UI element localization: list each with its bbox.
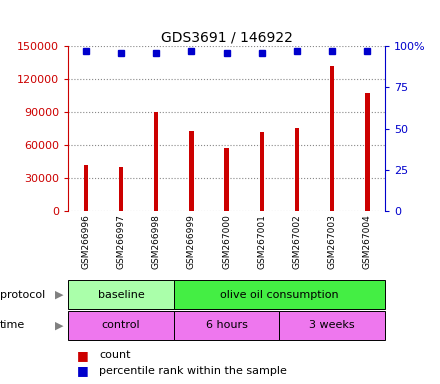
Text: 3 weeks: 3 weeks — [309, 320, 355, 331]
Text: percentile rank within the sample: percentile rank within the sample — [99, 366, 287, 376]
Text: GSM267000: GSM267000 — [222, 215, 231, 270]
Bar — [84, 165, 88, 211]
Bar — [174, 311, 279, 340]
Text: GSM267003: GSM267003 — [328, 215, 337, 270]
Text: baseline: baseline — [98, 290, 144, 300]
Text: olive oil consumption: olive oil consumption — [220, 290, 339, 300]
Text: ■: ■ — [77, 349, 89, 362]
Text: GSM266997: GSM266997 — [117, 215, 125, 270]
Bar — [224, 149, 229, 211]
Bar — [174, 280, 385, 309]
Title: GDS3691 / 146922: GDS3691 / 146922 — [161, 31, 293, 45]
Text: GSM267002: GSM267002 — [293, 215, 301, 269]
Text: GSM266999: GSM266999 — [187, 215, 196, 270]
Text: ■: ■ — [77, 364, 89, 377]
Bar — [330, 66, 334, 211]
Bar — [119, 167, 123, 211]
Bar — [154, 112, 158, 211]
Text: GSM266996: GSM266996 — [81, 215, 90, 270]
Text: 6 hours: 6 hours — [205, 320, 248, 331]
Text: control: control — [102, 320, 140, 331]
Bar — [68, 311, 174, 340]
Text: GSM267004: GSM267004 — [363, 215, 372, 269]
Bar — [68, 280, 174, 309]
Bar — [365, 93, 370, 211]
Text: ▶: ▶ — [55, 290, 64, 300]
Bar — [295, 127, 299, 211]
Bar — [189, 131, 194, 211]
Bar — [279, 311, 385, 340]
Text: count: count — [99, 350, 131, 360]
Text: time: time — [0, 320, 25, 331]
Text: GSM267001: GSM267001 — [257, 215, 266, 270]
Text: protocol: protocol — [0, 290, 45, 300]
Text: ▶: ▶ — [55, 320, 64, 331]
Bar — [260, 132, 264, 211]
Text: GSM266998: GSM266998 — [152, 215, 161, 270]
